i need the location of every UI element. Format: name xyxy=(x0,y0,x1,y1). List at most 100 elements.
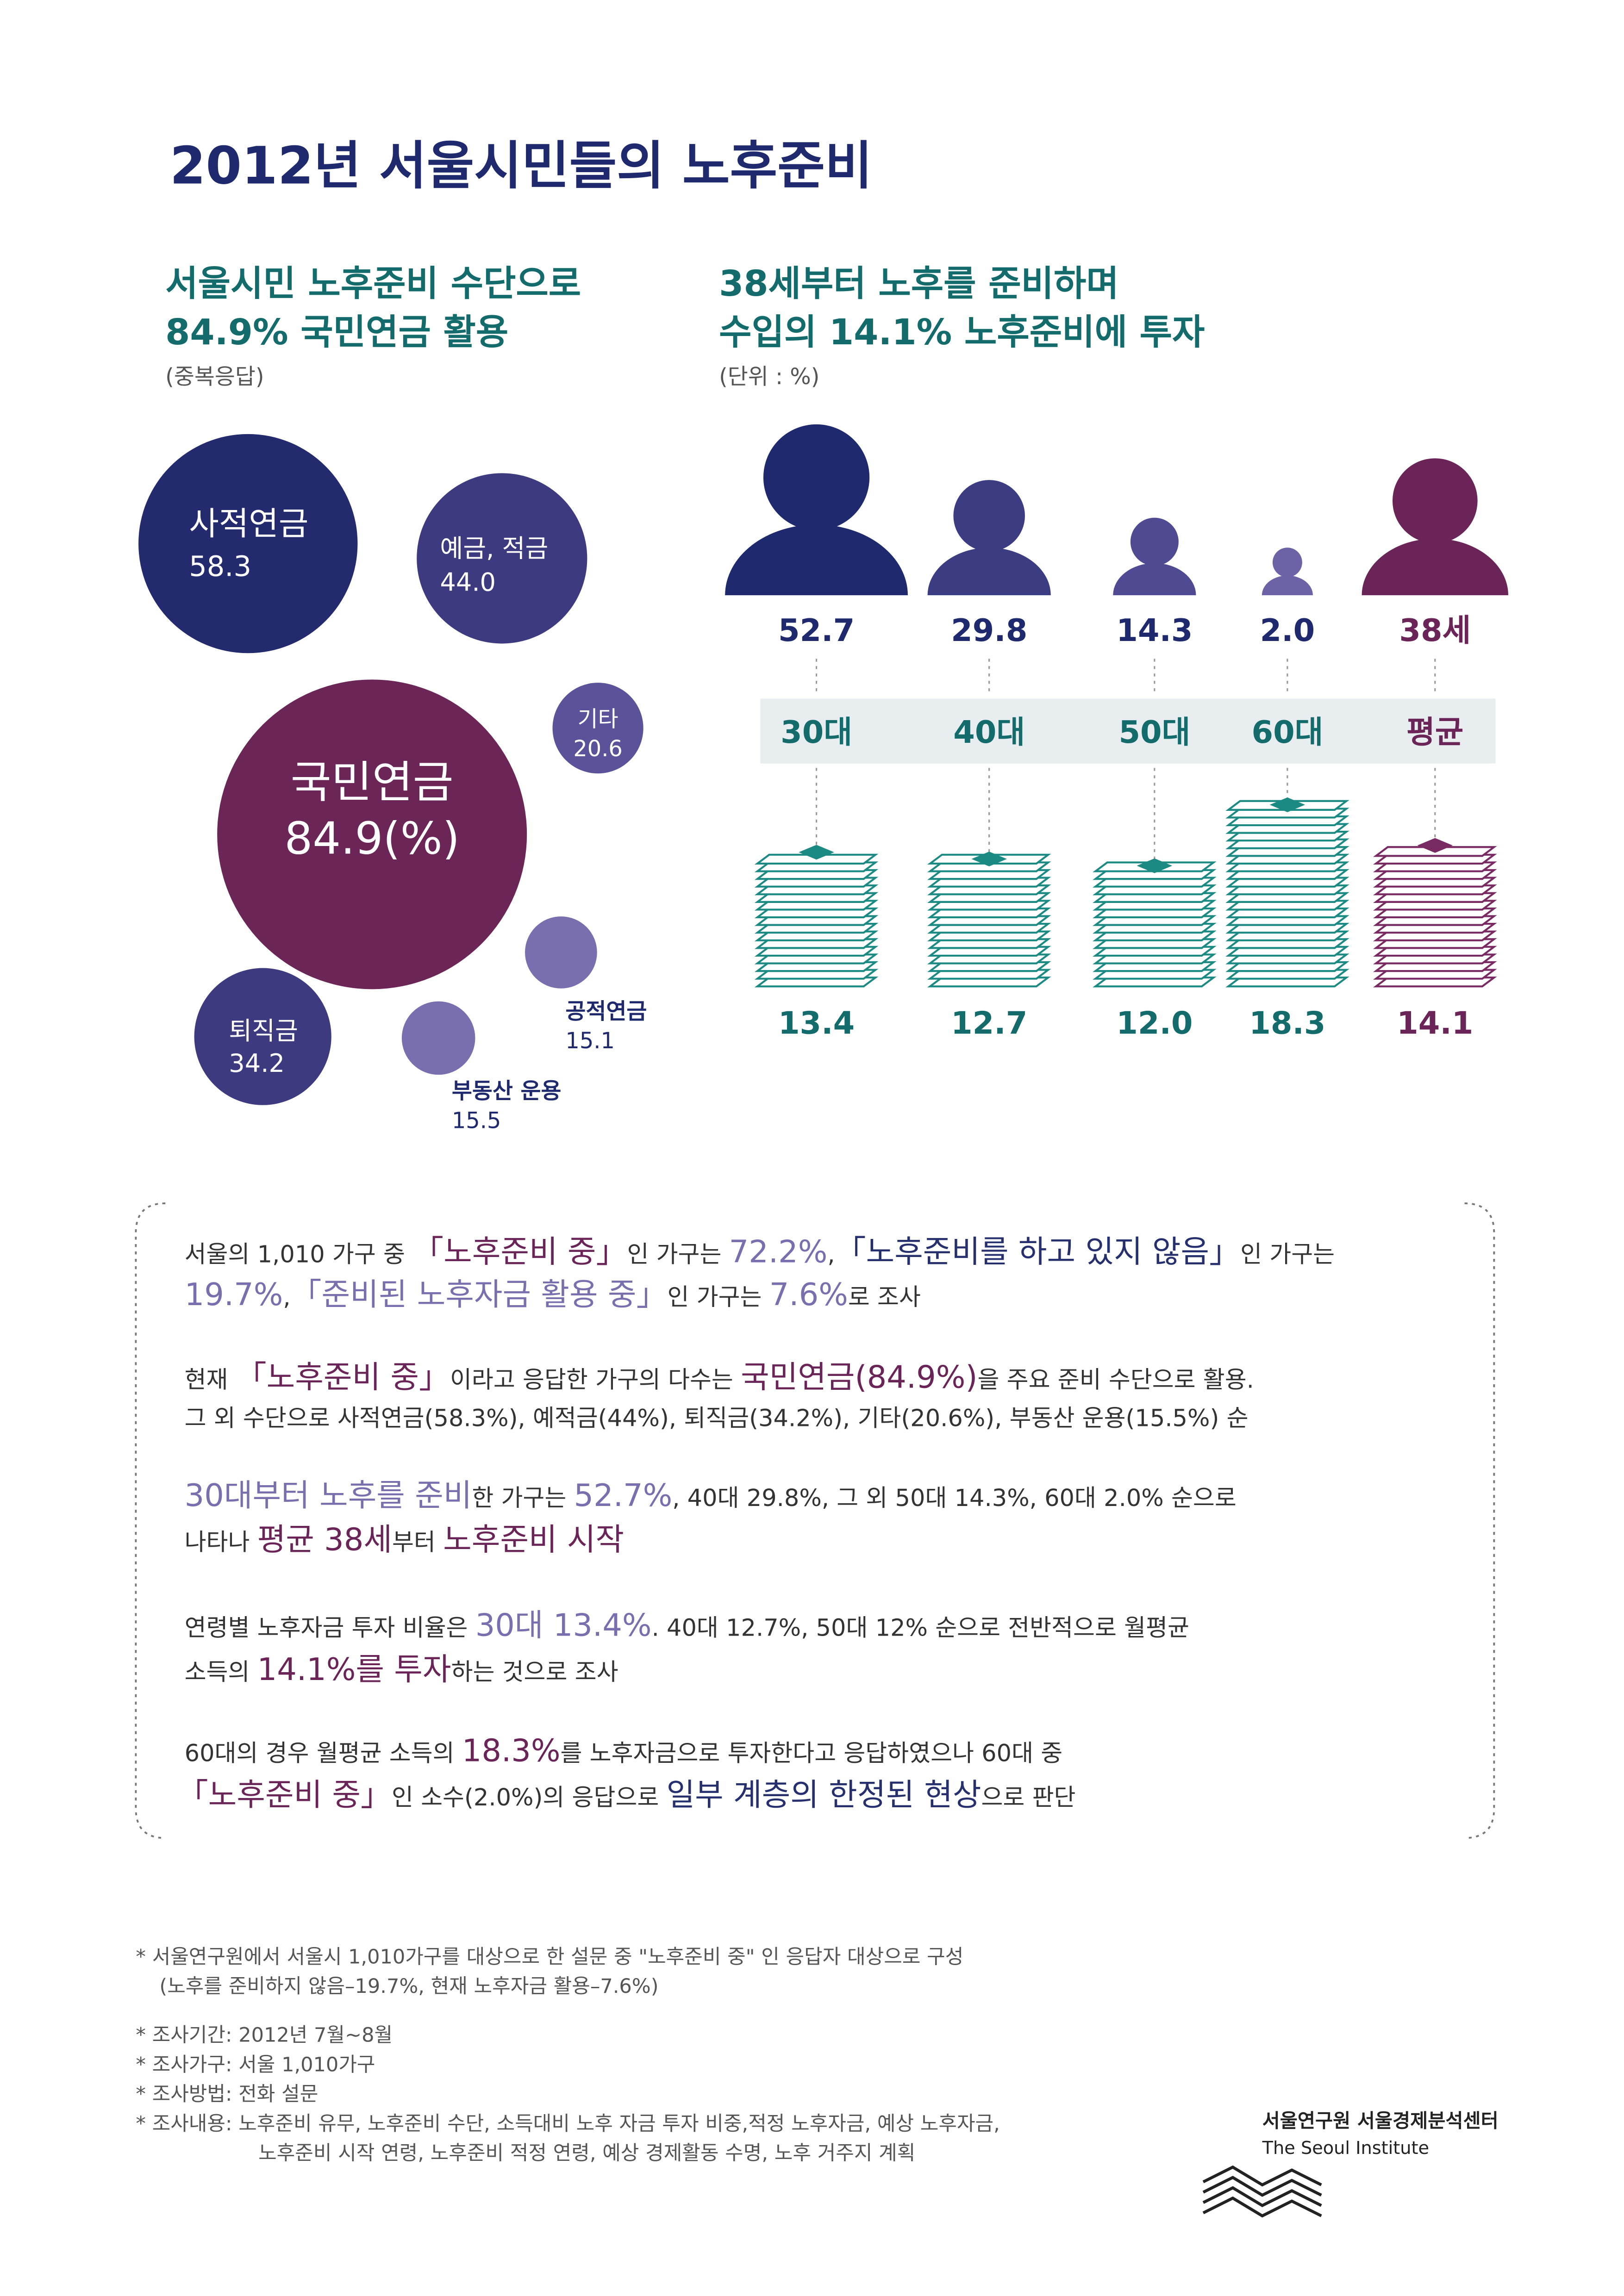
paragraph-text: 그 외 수단으로 사적연금(58.3%), 예적금(44%), 퇴직금(34.2… xyxy=(185,1405,1249,1432)
sheet xyxy=(1093,877,1217,888)
sheet xyxy=(1093,923,1217,934)
sheet xyxy=(927,953,1051,964)
paragraph-line: 60대의 경우 월평균 소득의 18.3%를 노후자금으로 투자한다고 응답하였… xyxy=(185,1733,1063,1769)
note: * 조사방법: 전화 설문 xyxy=(136,2083,318,2106)
sheet xyxy=(1225,877,1349,888)
bubble-category: 부동산 운용 xyxy=(452,1079,562,1104)
section-subtitle: (단위 : %) xyxy=(719,364,819,390)
person-head xyxy=(1272,548,1302,578)
sheet xyxy=(1373,907,1497,919)
section-subtitle: (중복응답) xyxy=(165,364,264,390)
sheet xyxy=(1225,831,1349,842)
sheet xyxy=(1093,884,1217,896)
sheet xyxy=(1093,938,1217,949)
sheet xyxy=(1225,953,1349,964)
paragraph-text: , 40대 29.8%, 그 외 50대 14.3%, 60대 2.0% 순으로 xyxy=(672,1485,1237,1512)
category-label: 60대 xyxy=(1251,714,1323,750)
bubble-value: 44.0 xyxy=(440,568,496,597)
category-band xyxy=(760,698,1496,764)
paragraph-line: 나타나 평균 38세부터 노후준비 시작 xyxy=(185,1522,624,1558)
highlight: 「노후준비를 하고 있지 않음」 xyxy=(835,1234,1241,1270)
sheet xyxy=(754,938,879,949)
highlight: 노후준비 시작 xyxy=(443,1522,624,1558)
sheet xyxy=(1373,953,1497,964)
money-stack xyxy=(927,852,1051,988)
sheet xyxy=(927,923,1051,934)
sheet xyxy=(1225,961,1349,972)
bubble-category: 퇴직금 xyxy=(229,1016,298,1045)
bubble xyxy=(217,679,527,989)
sheet xyxy=(1225,846,1349,857)
start-value: 2.0 xyxy=(1260,612,1315,648)
highlight: 72.2% xyxy=(729,1234,828,1270)
sheet xyxy=(1225,884,1349,896)
highlight: 7.6% xyxy=(769,1276,848,1313)
sheet xyxy=(927,930,1051,941)
note: (노후를 준비하지 않음–19.7%, 현재 노후자금 활용–7.6%) xyxy=(159,1975,658,1998)
paragraph-text: . 40대 12.7%, 50대 12% 순으로 전반적으로 월평균 xyxy=(652,1614,1189,1642)
sheet xyxy=(1373,900,1497,911)
box-bracket-right xyxy=(1464,1202,1495,1839)
sheet xyxy=(754,923,879,934)
sheet xyxy=(1225,892,1349,903)
paragraph-text: 부터 xyxy=(392,1529,443,1556)
sheet xyxy=(754,953,879,964)
highlight: 18.3% xyxy=(462,1733,561,1769)
sheet xyxy=(1093,953,1217,964)
person-body xyxy=(1113,563,1196,596)
sheet xyxy=(927,869,1051,880)
sheet xyxy=(1373,930,1497,941)
sheet xyxy=(1093,892,1217,903)
paragraph-text: 한 가구는 xyxy=(472,1485,574,1512)
money-stack xyxy=(754,845,879,988)
note: 노후준비 시작 연령, 노후준비 적정 연령, 예상 경제활동 수명, 노후 거… xyxy=(258,2142,915,2165)
sheet xyxy=(754,907,879,919)
sheet xyxy=(927,915,1051,926)
person-body xyxy=(725,524,908,596)
paragraph-text: 인 가구는 xyxy=(668,1284,769,1311)
section-title: 84.9% 국민연금 활용 xyxy=(165,312,508,353)
sheet-mark xyxy=(1269,797,1305,812)
paragraph-text: 인 가구는 xyxy=(1240,1241,1335,1269)
logo-subtitle: The Seoul Institute xyxy=(1262,2138,1429,2159)
note: * 조사내용: 노후준비 유무, 노후준비 수단, 소득대비 노후 자금 투자 … xyxy=(136,2112,999,2135)
sheet xyxy=(1373,861,1497,872)
sheet xyxy=(1373,915,1497,926)
paragraph-text: , xyxy=(283,1284,290,1311)
person xyxy=(927,480,1051,596)
category-label: 평균 xyxy=(1406,714,1463,750)
money-stack xyxy=(1093,858,1217,988)
highlight: 「노후준비 중」 xyxy=(236,1359,450,1395)
start-value: 38세 xyxy=(1399,612,1471,648)
highlight: 국민연금(84.9%) xyxy=(741,1359,977,1395)
paragraph-text: 나타나 xyxy=(185,1529,257,1556)
sheet xyxy=(1373,869,1497,880)
sheet xyxy=(1225,938,1349,949)
paragraph-line: 「노후준비 중」인 소수(2.0%)의 응답으로 일부 계층의 한정된 현상으로… xyxy=(177,1777,1076,1813)
paragraph-line: 연령별 노후자금 투자 비율은 30대 13.4%. 40대 12.7%, 50… xyxy=(185,1607,1189,1643)
person-head xyxy=(953,480,1025,552)
main-title: 2012년 서울시민들의 노후준비 xyxy=(170,136,873,196)
paragraph-line: 서울의 1,010 가구 중 「노후준비 중」인 가구는 72.2%,「노후준비… xyxy=(185,1234,1335,1270)
bubble xyxy=(417,473,587,644)
sheet xyxy=(1225,930,1349,941)
bubble-category: 예금, 적금 xyxy=(440,534,548,563)
start-value: 52.7 xyxy=(778,612,855,648)
sheet xyxy=(754,961,879,972)
invest-value: 12.0 xyxy=(1116,1005,1193,1041)
person xyxy=(1113,517,1196,596)
sheet xyxy=(1225,946,1349,957)
sheet-mark xyxy=(1417,838,1453,853)
money-stack xyxy=(1373,838,1497,988)
sheet xyxy=(927,907,1051,919)
bubble-value: 34.2 xyxy=(229,1049,285,1078)
section-title: 서울시민 노후준비 수단으로 xyxy=(165,263,581,305)
highlight: 「노후준비 중」 xyxy=(412,1234,627,1270)
logo-name: 서울연구원 서울경제분석센터 xyxy=(1262,2109,1499,2132)
sheet xyxy=(1093,961,1217,972)
sheet xyxy=(1225,815,1349,827)
highlight: 30대 13.4% xyxy=(475,1607,652,1643)
paragraph-line: 소득의 14.1%를 투자하는 것으로 조사 xyxy=(185,1651,618,1687)
